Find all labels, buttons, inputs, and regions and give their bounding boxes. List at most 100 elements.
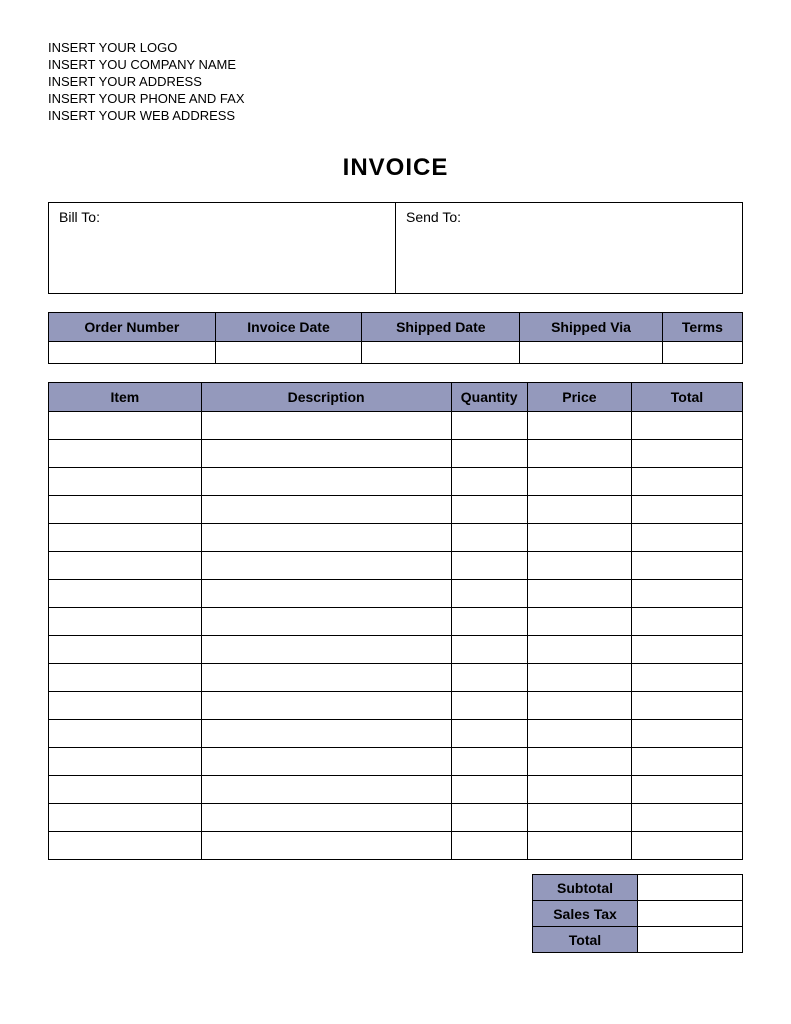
item-cell-item bbox=[49, 776, 202, 804]
item-cell-item bbox=[49, 412, 202, 440]
item-cell-item bbox=[49, 440, 202, 468]
address-section: Bill To: Send To: bbox=[48, 202, 743, 294]
item-cell-quantity bbox=[451, 636, 527, 664]
order-meta-table: Order Number Invoice Date Shipped Date S… bbox=[48, 312, 743, 364]
totals-section: Subtotal Sales Tax Total bbox=[48, 874, 743, 953]
item-row bbox=[49, 496, 743, 524]
item-cell-price bbox=[527, 608, 631, 636]
item-cell-price bbox=[527, 580, 631, 608]
item-row bbox=[49, 776, 743, 804]
company-logo-placeholder: INSERT YOUR LOGO bbox=[48, 40, 743, 57]
totals-table: Subtotal Sales Tax Total bbox=[532, 874, 743, 953]
item-cell-quantity bbox=[451, 496, 527, 524]
item-cell-description bbox=[201, 552, 451, 580]
quantity-header: Quantity bbox=[451, 383, 527, 412]
item-cell-quantity bbox=[451, 468, 527, 496]
subtotal-value bbox=[638, 875, 743, 901]
shipped-via-value bbox=[520, 342, 663, 364]
item-cell-price bbox=[527, 664, 631, 692]
item-cell-quantity bbox=[451, 748, 527, 776]
item-cell-item bbox=[49, 720, 202, 748]
item-cell-quantity bbox=[451, 720, 527, 748]
total-label: Total bbox=[533, 927, 638, 953]
item-cell-description bbox=[201, 832, 451, 860]
item-cell-description bbox=[201, 524, 451, 552]
total-row: Total bbox=[533, 927, 743, 953]
total-value bbox=[638, 927, 743, 953]
item-cell-total bbox=[631, 692, 742, 720]
shipped-date-value bbox=[362, 342, 520, 364]
invoice-date-value bbox=[215, 342, 362, 364]
item-cell-item bbox=[49, 608, 202, 636]
item-cell-description bbox=[201, 748, 451, 776]
item-cell-total bbox=[631, 720, 742, 748]
sales-tax-label: Sales Tax bbox=[533, 901, 638, 927]
price-header: Price bbox=[527, 383, 631, 412]
item-cell-price bbox=[527, 720, 631, 748]
item-cell-price bbox=[527, 552, 631, 580]
item-cell-description bbox=[201, 804, 451, 832]
item-cell-price bbox=[527, 748, 631, 776]
item-row bbox=[49, 720, 743, 748]
item-cell-price bbox=[527, 496, 631, 524]
item-cell-price bbox=[527, 412, 631, 440]
item-cell-total bbox=[631, 552, 742, 580]
item-cell-description bbox=[201, 608, 451, 636]
item-cell-description bbox=[201, 468, 451, 496]
item-row bbox=[49, 468, 743, 496]
item-cell-quantity bbox=[451, 776, 527, 804]
item-row bbox=[49, 412, 743, 440]
description-header: Description bbox=[201, 383, 451, 412]
item-row bbox=[49, 608, 743, 636]
subtotal-label: Subtotal bbox=[533, 875, 638, 901]
item-cell-total bbox=[631, 748, 742, 776]
item-cell-total bbox=[631, 804, 742, 832]
bill-to-label: Bill To: bbox=[59, 209, 100, 225]
item-cell-quantity bbox=[451, 440, 527, 468]
company-phone-placeholder: INSERT YOUR PHONE AND FAX bbox=[48, 91, 743, 108]
order-number-value bbox=[49, 342, 216, 364]
item-cell-description bbox=[201, 440, 451, 468]
item-cell-item bbox=[49, 692, 202, 720]
item-row bbox=[49, 580, 743, 608]
item-cell-item bbox=[49, 496, 202, 524]
item-cell-item bbox=[49, 664, 202, 692]
item-cell-description bbox=[201, 776, 451, 804]
item-cell-quantity bbox=[451, 664, 527, 692]
company-address-placeholder: INSERT YOUR ADDRESS bbox=[48, 74, 743, 91]
item-cell-price bbox=[527, 636, 631, 664]
send-to-label: Send To: bbox=[406, 209, 461, 225]
item-cell-total bbox=[631, 832, 742, 860]
terms-value bbox=[662, 342, 742, 364]
item-row bbox=[49, 692, 743, 720]
item-cell-price bbox=[527, 832, 631, 860]
shipped-via-header: Shipped Via bbox=[520, 313, 663, 342]
item-cell-total bbox=[631, 664, 742, 692]
company-name-placeholder: INSERT YOU COMPANY NAME bbox=[48, 57, 743, 74]
sales-tax-value bbox=[638, 901, 743, 927]
item-cell-quantity bbox=[451, 412, 527, 440]
item-cell-item bbox=[49, 804, 202, 832]
item-row bbox=[49, 636, 743, 664]
item-cell-total bbox=[631, 636, 742, 664]
item-cell-quantity bbox=[451, 804, 527, 832]
item-cell-quantity bbox=[451, 552, 527, 580]
items-table: Item Description Quantity Price Total bbox=[48, 382, 743, 860]
bill-to-box: Bill To: bbox=[49, 203, 396, 293]
item-row bbox=[49, 440, 743, 468]
item-cell-total bbox=[631, 608, 742, 636]
item-cell-description bbox=[201, 664, 451, 692]
item-cell-quantity bbox=[451, 692, 527, 720]
item-cell-quantity bbox=[451, 580, 527, 608]
total-header: Total bbox=[631, 383, 742, 412]
item-cell-total bbox=[631, 412, 742, 440]
item-cell-description bbox=[201, 580, 451, 608]
item-cell-quantity bbox=[451, 608, 527, 636]
item-cell-price bbox=[527, 524, 631, 552]
items-header-row: Item Description Quantity Price Total bbox=[49, 383, 743, 412]
item-row bbox=[49, 664, 743, 692]
item-cell-description bbox=[201, 692, 451, 720]
item-cell-description bbox=[201, 412, 451, 440]
shipped-date-header: Shipped Date bbox=[362, 313, 520, 342]
subtotal-row: Subtotal bbox=[533, 875, 743, 901]
